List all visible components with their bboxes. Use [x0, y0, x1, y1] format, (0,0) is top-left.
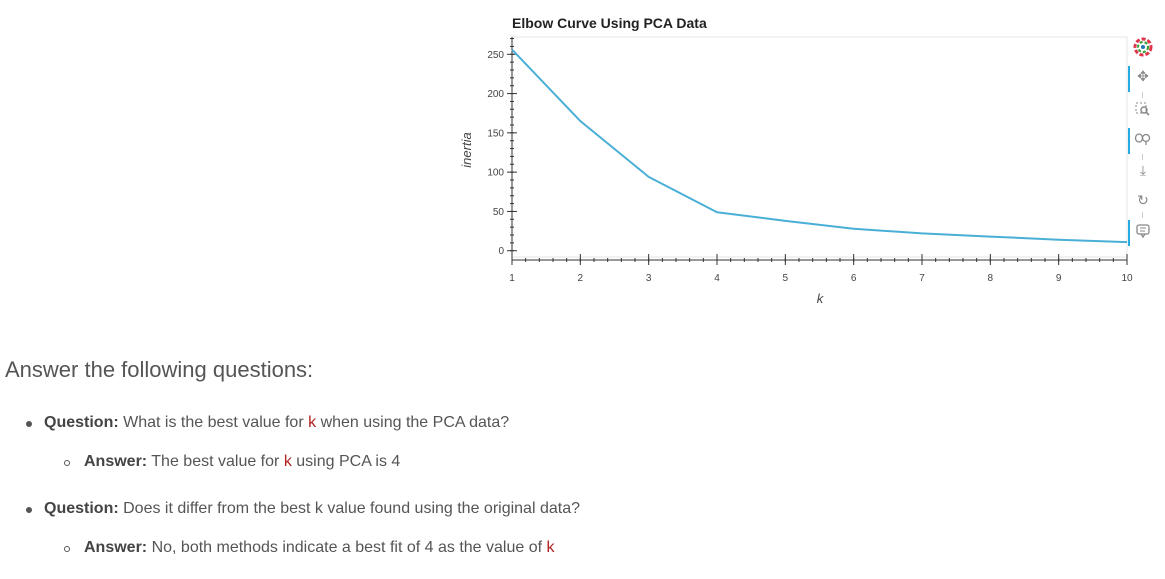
x-tick-label: 7: [919, 273, 925, 284]
reset-icon[interactable]: ↻: [1137, 193, 1149, 209]
code-k: k: [546, 539, 555, 556]
x-tick-label: 9: [1056, 273, 1062, 284]
save-icon[interactable]: ⤓: [1139, 163, 1147, 179]
bullet-circle-icon: [64, 460, 70, 466]
answer-text-end: using PCA is 4: [296, 453, 401, 470]
x-tick-label: 2: [578, 273, 584, 284]
chart-title: Elbow Curve Using PCA Data: [512, 15, 707, 31]
x-tick-label: 8: [988, 273, 994, 284]
y-axis-label: inertia: [459, 132, 474, 167]
x-tick-label: 10: [1121, 273, 1133, 284]
series-line-0[interactable]: [511, 48, 1128, 244]
x-axis: 1 2 3 4 5 6 7 8 9 10: [509, 254, 1133, 284]
code-k: k: [283, 453, 292, 470]
bullet-circle-icon: [64, 546, 70, 552]
answer-2: Answer: No, both methods indicate a best…: [84, 539, 555, 557]
question-text-end: when using the PCA data?: [320, 414, 510, 431]
y-tick-label: 150: [487, 128, 504, 139]
answer-text: The best value for: [151, 453, 280, 470]
y-tick-label: 250: [487, 50, 504, 61]
elbow-chart[interactable]: Elbow Curve Using PCA Data 0 50 100 150 200 2…: [0, 0, 1165, 330]
question-label: Question:: [44, 500, 119, 517]
answer-text: No, both methods indicate a best fit of …: [151, 539, 543, 556]
answer-label: Answer:: [84, 539, 148, 556]
x-tick-label: 3: [646, 273, 652, 284]
x-tick-label: 1: [509, 273, 515, 284]
question-text: Does it differ from the best k value fou…: [123, 500, 580, 517]
question-2: Question: Does it differ from the best k…: [44, 500, 580, 518]
bokeh-logo-icon[interactable]: [1132, 36, 1154, 58]
answer-1: Answer: The best value for k using PCA i…: [84, 453, 400, 471]
x-tick-label: 6: [851, 273, 857, 284]
question-1: Question: What is the best value for k w…: [44, 414, 509, 432]
code-k: k: [308, 414, 317, 431]
box-zoom-icon[interactable]: [1132, 98, 1154, 120]
answer-label: Answer:: [84, 453, 148, 470]
x-axis-label: k: [817, 291, 825, 306]
x-tick-label: 4: [714, 273, 720, 284]
hover-icon[interactable]: [1128, 220, 1154, 246]
y-axis: 0 50 100 150 200 250: [487, 37, 517, 260]
pan-icon[interactable]: ✥: [1128, 66, 1154, 92]
y-tick-label: 0: [498, 246, 504, 257]
wheel-zoom-icon[interactable]: [1128, 128, 1154, 154]
section-heading: Answer the following questions:: [5, 357, 314, 382]
series-layer: [511, 48, 1128, 244]
y-tick-label: 200: [487, 89, 504, 100]
y-tick-label: 100: [487, 168, 504, 179]
x-tick-label: 5: [783, 273, 789, 284]
chart-toolbar: ✥ ⤓ ↻: [1126, 36, 1156, 246]
bullet-disc-icon: [26, 421, 32, 427]
y-tick-label: 50: [493, 207, 505, 218]
question-label: Question:: [44, 414, 119, 431]
question-text: What is the best value for: [123, 414, 304, 431]
bullet-disc-icon: [26, 507, 32, 513]
